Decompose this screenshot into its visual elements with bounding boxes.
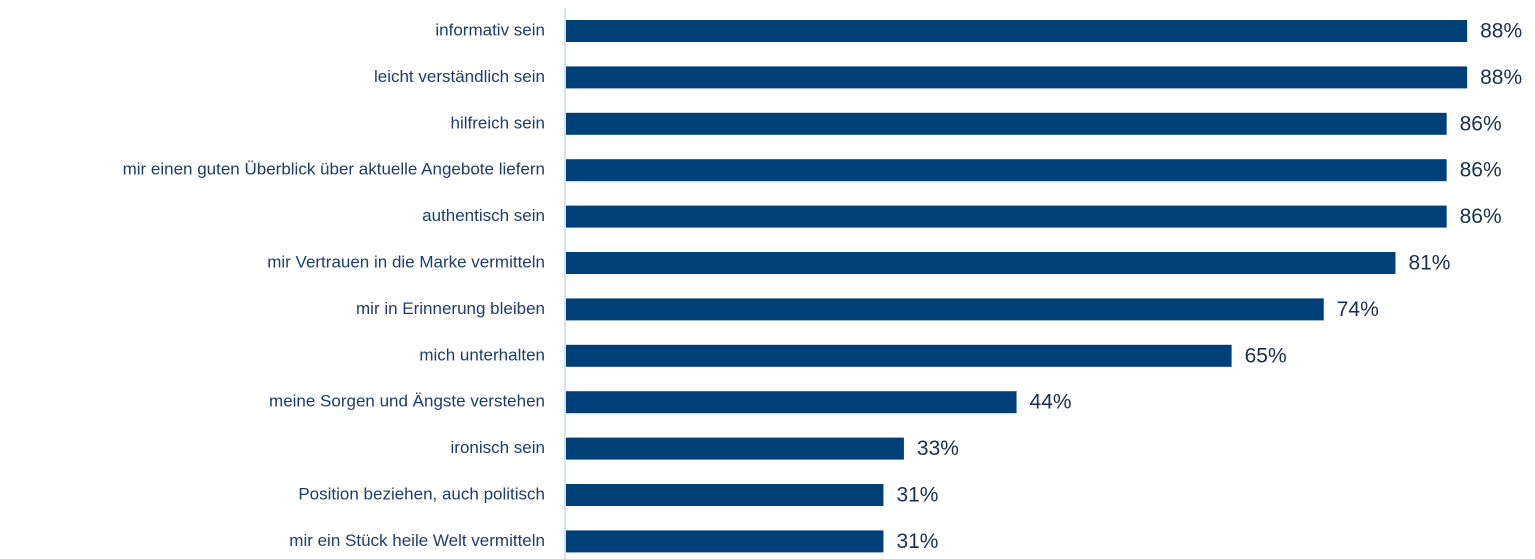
- value-label: 31%: [896, 484, 938, 507]
- bar: [566, 205, 1447, 228]
- value-label: 86%: [1460, 159, 1502, 182]
- value-label: 31%: [896, 530, 938, 553]
- category-label: Position beziehen, auch politisch: [298, 484, 545, 503]
- category-label: mir in Erinnerung bleiben: [356, 299, 545, 318]
- category-label: mir ein Stück heile Welt vermitteln: [289, 531, 545, 550]
- bar: [566, 66, 1468, 89]
- bar: [566, 112, 1447, 135]
- category-label: informativ sein: [435, 20, 545, 39]
- value-label: 88%: [1480, 66, 1522, 89]
- value-label: 86%: [1460, 112, 1502, 135]
- category-label: mich unterhalten: [419, 345, 545, 364]
- category-label: ironisch sein: [451, 438, 546, 457]
- bar: [566, 159, 1447, 182]
- bar: [566, 484, 884, 506]
- value-label: 65%: [1245, 344, 1287, 367]
- category-label: mir einen guten Überblick über aktuelle …: [123, 160, 545, 179]
- value-label: 81%: [1408, 252, 1450, 275]
- value-label: 88%: [1480, 20, 1522, 43]
- bar: [566, 391, 1017, 414]
- category-label: mir Vertrauen in die Marke vermitteln: [267, 252, 545, 271]
- value-label: 33%: [917, 437, 959, 460]
- value-label: 74%: [1337, 298, 1379, 321]
- value-label: 86%: [1460, 205, 1502, 228]
- category-label: authentisch sein: [422, 206, 545, 225]
- value-label: 44%: [1030, 391, 1072, 414]
- category-label: hilfreich sein: [451, 113, 546, 132]
- bar: [566, 298, 1324, 321]
- category-label: leicht verständlich sein: [374, 67, 545, 86]
- category-label: meine Sorgen und Ängste verstehen: [269, 392, 545, 411]
- bar: [566, 252, 1396, 274]
- bar: [566, 530, 884, 553]
- bar: [566, 344, 1232, 367]
- bar: [566, 20, 1468, 42]
- bar: [566, 437, 904, 460]
